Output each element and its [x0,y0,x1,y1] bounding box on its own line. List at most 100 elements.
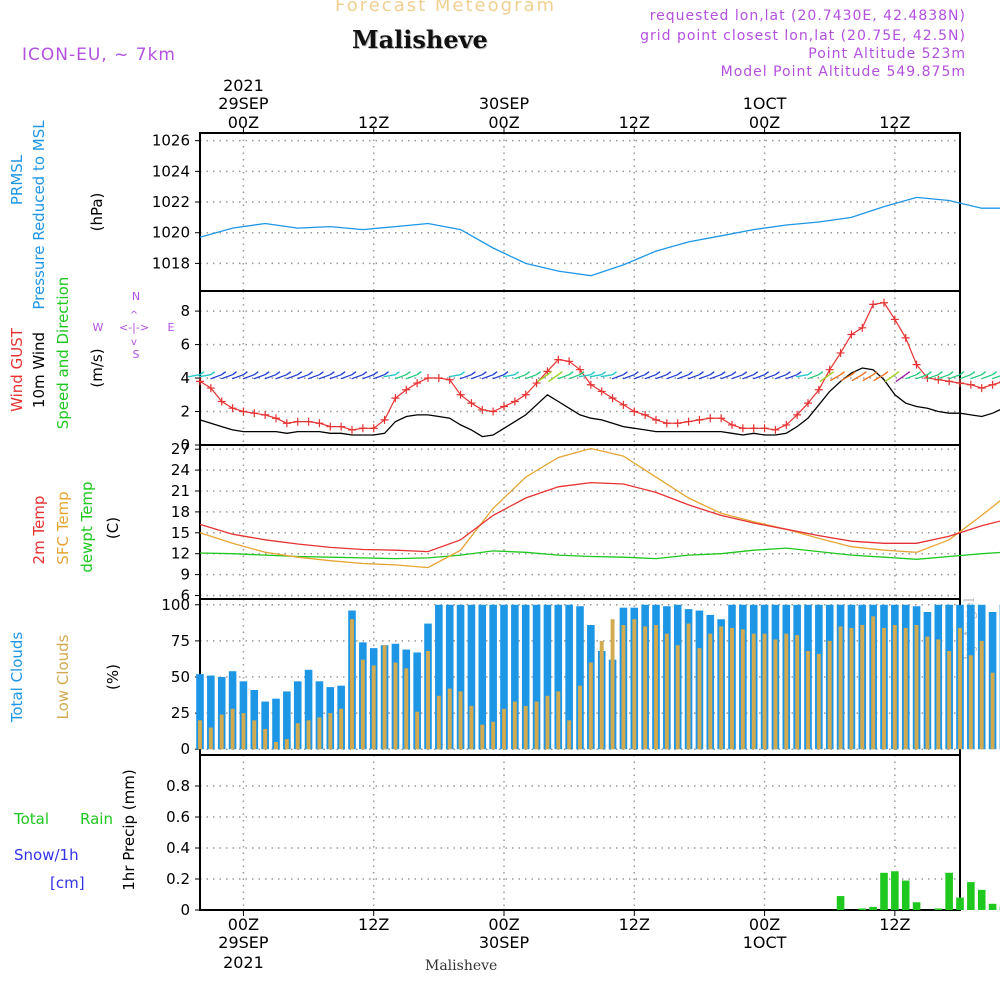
low-clouds-bar [491,721,496,750]
low-clouds-bar [426,651,430,750]
wind-direction-arrow-head [992,371,997,376]
gust-marker [532,379,541,388]
wind-direction-arrow [677,374,689,380]
wind-direction-arrow [709,374,722,380]
wind-direction-arrow [948,374,961,380]
low-clouds-bar [740,629,745,750]
low-clouds-bar [903,627,908,750]
total-clouds-bar [532,604,541,750]
wind-direction-arrow [611,374,624,380]
gust-marker [706,414,715,423]
compass-east-label: E [168,321,175,334]
wind-direction-arrow-head [297,371,303,376]
wind-direction-arrow-head [677,371,683,376]
top-date-label: 2021 [223,76,264,95]
gust-marker [749,424,758,433]
top-time-label: 12Z [358,113,389,132]
wind-direction-arrow-head [666,371,672,376]
top-time-label: 00Z [488,113,519,132]
gust-marker [239,407,248,416]
rain-bar [988,903,997,910]
wind-direction-arrow [253,374,266,380]
wind-direction-arrow-head [623,371,628,376]
wind-direction-arrow [829,374,841,382]
low-clouds-bar [632,619,637,750]
temperature-ytick-label: 9 [180,566,190,584]
wind-direction-arrow-head [286,371,292,376]
wind-direction-arrow [753,374,765,380]
gust-marker [217,397,226,406]
bottom-time-label: 00Z [749,915,780,934]
gust-marker [630,407,639,416]
low-clouds-bar [241,713,246,750]
temp-2m-label: 2m Temp [30,496,48,565]
gust-marker [956,379,964,388]
total-clouds-bar [543,604,552,750]
wind-direction-arrow [763,374,776,380]
wind-direction-arrow-head [373,371,379,376]
rain-bar [836,896,845,910]
wind-direction-arrow-head [340,371,346,376]
wind-direction-arrow-head [243,371,248,376]
low-clouds-bar [393,662,398,750]
wind-direction-arrow [297,374,309,380]
wind-direction-arrow [905,374,917,380]
wind-direction-arrow [873,374,885,382]
low-clouds-bar [208,727,213,750]
pressure-panel-frame [199,132,961,292]
gust-marker [369,424,378,433]
low-clouds-bar [230,708,235,750]
gust-marker [358,424,367,433]
wind-direction-arrow-head [351,371,357,376]
low-clouds-bar [263,729,268,750]
wind-speed-line [199,367,1000,438]
gust-marker [673,419,682,428]
wind-direction-arrow [231,374,244,380]
wind-direction-arrow [383,374,396,378]
wind-direction-arrow [492,374,505,380]
low-clouds-bar [556,691,561,750]
wind-direction-arrow-head [557,371,563,376]
total-clouds-bar [283,691,291,750]
low-clouds-bar [502,708,506,750]
wind-direction-arrow [221,374,233,380]
wind-direction-arrow [340,374,353,380]
bottom-time-label: 00Z [488,915,519,934]
clouds-ytick-label: 100 [161,596,190,614]
low-clouds-bar [545,695,550,750]
bottom-date-label: 29SEP [218,933,269,952]
wind-direction-arrow-head [329,371,335,376]
low-clouds-bar [827,640,832,750]
wind-direction-arrow [622,374,635,380]
gust-marker [413,379,422,388]
low-clouds-bar [621,625,626,750]
low-clouds-bar [404,668,409,750]
low-clouds-bar [339,708,344,750]
sfc-temp-label: SFC Temp [54,491,72,564]
wind-direction-arrow-head [525,371,531,376]
bottom-time-label: 12Z [879,915,910,934]
low-clouds-bar [458,691,463,750]
wind-direction-arrow [264,374,277,380]
gust-marker [890,315,899,324]
wind-direction-arrow [731,374,744,380]
wind-direction-arrow [307,374,320,380]
clouds-ytick-label: 25 [171,704,190,722]
wind-direction-arrow-head [937,371,943,376]
pressure-ytick-label: 1026 [152,132,190,150]
wind-direction-arrow-head [308,371,313,376]
low-clouds-bar [936,639,941,750]
wind-direction-arrow [210,374,222,380]
precip-ytick-label: 0.2 [166,870,190,888]
wind-direction-arrow-head [395,371,400,376]
model-altitude: Model Point Altitude 549.875m [720,64,966,80]
wind-direction-arrow [937,374,950,380]
wind-direction-arrow-head [981,371,987,376]
wind-direction-arrow-head [536,371,541,376]
wind-direction-arrow [242,374,255,380]
bottom-date-label: 30SEP [479,933,530,952]
low-clouds-bar [588,662,593,750]
total-clouds-bar [196,674,204,750]
wind-direction-arrow [351,374,364,380]
pressure-line [199,196,1000,277]
